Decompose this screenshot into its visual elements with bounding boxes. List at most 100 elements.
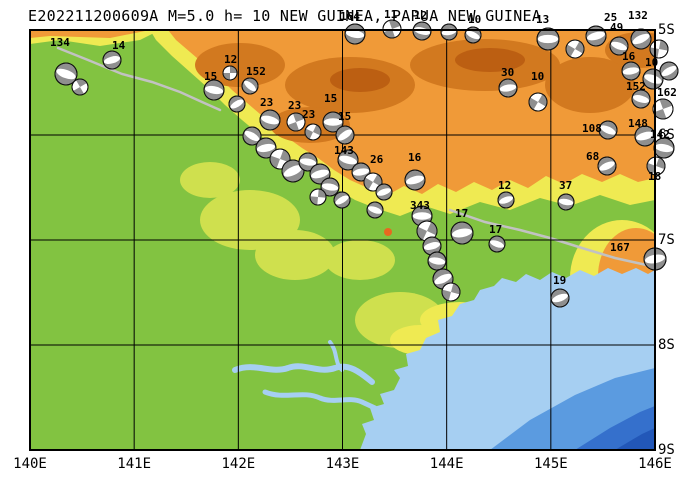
- focal-mechanism: [598, 120, 618, 140]
- hot-spot: [384, 228, 392, 236]
- map-frame: [29, 29, 656, 451]
- focal-mechanism: [298, 152, 318, 172]
- focal-mechanism: [550, 288, 570, 308]
- focal-mechanism: [242, 126, 262, 146]
- focal-mechanism: [322, 111, 344, 133]
- page-title: E202211200609A M=5.0 h= 10 NEW GUINEA, P…: [28, 7, 542, 25]
- focal-mechanism-count: 12: [224, 53, 237, 66]
- focal-mechanism: [652, 98, 674, 120]
- focal-mechanism-count: 17: [455, 207, 468, 220]
- route-line-southeast: [448, 208, 655, 269]
- focal-mechanism: [528, 92, 548, 112]
- focal-mechanism: [630, 28, 652, 50]
- focal-mechanism-count: 13: [536, 13, 549, 26]
- focal-mechanism: [71, 78, 89, 96]
- focal-mechanism-count: 12: [498, 179, 511, 192]
- focal-mechanism-count: 10: [468, 13, 481, 26]
- focal-mechanism: [228, 95, 246, 113]
- focal-mechanism-count: 17: [489, 223, 502, 236]
- focal-mechanism-count: 25: [604, 11, 617, 24]
- focal-mechanism: [304, 123, 322, 141]
- focal-mechanism-count: 148: [628, 117, 648, 130]
- focal-mechanism-count: 30: [501, 66, 514, 79]
- focal-mechanism-count: 167: [610, 241, 630, 254]
- lon-label: 140E: [13, 456, 47, 472]
- focal-mechanism: [335, 125, 355, 145]
- focal-mechanism: [497, 191, 515, 209]
- lon-label: 145E: [533, 456, 568, 472]
- focal-mechanism: [642, 68, 664, 90]
- lat-label: 9S: [658, 442, 675, 458]
- focal-mechanism-count: 164: [340, 10, 360, 23]
- focal-mechanism-count: 23: [288, 99, 301, 112]
- focal-mechanism: [286, 112, 306, 132]
- focal-mechanism: [255, 137, 277, 159]
- sea-deepest: [615, 428, 655, 450]
- focal-mechanism-count: 16: [408, 151, 422, 164]
- focal-mechanism: [203, 79, 225, 101]
- focal-mechanism-count: 12: [414, 9, 427, 22]
- focal-mechanism: [441, 282, 461, 302]
- focal-mechanism: [337, 149, 359, 171]
- focal-mechanism-count: 14: [112, 39, 126, 52]
- lon-label: 141E: [117, 456, 152, 472]
- lat-label: 6S: [658, 127, 675, 143]
- lon-label: 143E: [325, 456, 360, 472]
- focal-mechanism: [536, 27, 560, 51]
- focal-mechanism: [259, 109, 281, 131]
- focal-mechanism: [416, 220, 438, 242]
- focal-mechanism: [609, 36, 629, 56]
- focal-mechanism: [621, 61, 641, 81]
- focal-mechanism-count: 132: [628, 9, 648, 22]
- lon-label: 146E: [638, 456, 672, 472]
- lat-label: 7S: [658, 232, 675, 248]
- focal-mechanism: [597, 156, 617, 176]
- focal-mechanism-count: 37: [559, 179, 572, 192]
- focal-mechanism: [309, 188, 327, 206]
- focal-mechanism-count: 15: [338, 110, 351, 123]
- focal-mechanism-count: 162: [657, 86, 677, 99]
- focal-mechanism: [565, 39, 585, 59]
- lat-label: 8S: [658, 337, 675, 353]
- terrain: [30, 30, 655, 450]
- focal-mechanism: [659, 61, 679, 81]
- yellow-patches: [180, 162, 500, 355]
- focal-mechanism-count: 143: [334, 144, 354, 157]
- focal-mechanism-count: 23: [260, 96, 273, 109]
- lon-label: 144E: [429, 456, 464, 472]
- focal-mechanism-count: 26: [370, 153, 384, 166]
- focal-mechanism: [366, 201, 384, 219]
- focal-mechanism-count: 10: [645, 56, 658, 69]
- focal-mechanism: [557, 193, 575, 211]
- focal-mechanism: [375, 183, 393, 201]
- focal-mechanism-count: 49: [610, 21, 623, 34]
- mountain-cores: [195, 32, 655, 143]
- focal-mechanism-count: 15: [324, 92, 337, 105]
- focal-mechanism: [427, 251, 447, 271]
- route-line-northwest: [56, 46, 222, 112]
- focal-mechanism-count: 15: [204, 70, 217, 83]
- focal-mechanism: [498, 78, 518, 98]
- focal-mechanism: [222, 65, 238, 81]
- focal-mechanism: [54, 62, 78, 86]
- focal-mechanism: [488, 235, 506, 253]
- focal-mechanism-count: 134: [50, 36, 70, 49]
- focal-mechanism-count: 108: [582, 122, 602, 135]
- graticule: [30, 30, 655, 450]
- focal-mechanism-count: 343: [410, 199, 430, 212]
- focal-mechanism: [320, 177, 340, 197]
- focal-mechanism-count: 152: [246, 65, 266, 78]
- focal-mechanism-count: 23: [302, 108, 315, 121]
- topleft-relief-core: [30, 30, 150, 38]
- focal-mechanism: [102, 50, 122, 70]
- focal-mechanism-count: 19: [553, 274, 566, 287]
- focal-mechanism: [631, 89, 651, 109]
- lon-label: 142E: [221, 456, 256, 472]
- focal-mechanism: [241, 77, 259, 95]
- focal-mechanism: [450, 221, 474, 245]
- focal-mechanism: [333, 191, 351, 209]
- focal-mechanism: [404, 169, 426, 191]
